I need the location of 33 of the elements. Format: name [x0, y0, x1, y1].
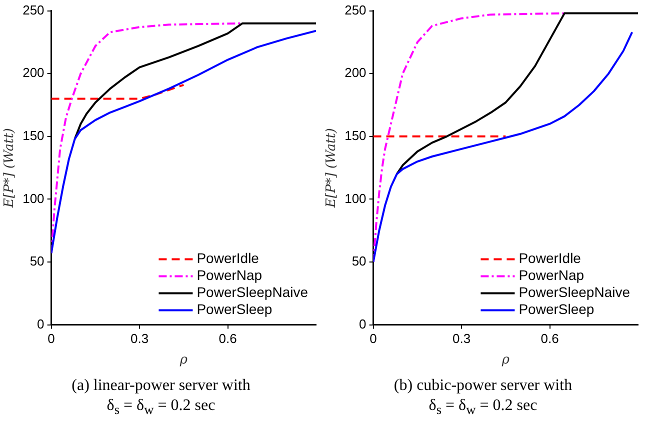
legend-label: PowerNap: [518, 267, 584, 284]
y-tick-label: 250: [344, 2, 366, 18]
y-tick-label: 50: [30, 254, 44, 269]
text: (b) cubic-power server with δ$_{s}$ = δ$_{w}$ = 0.2 sec: [392, 376, 574, 420]
x-tick-label: 0.6: [218, 331, 237, 346]
text: (a) linear-power server with δ$_{s}$ = δ$_{w}$ = 0.2 sec: [70, 376, 252, 420]
legend-label: PowerNap: [196, 267, 262, 284]
y-axis-title: E[P*] (Watt): [2, 128, 18, 209]
x-axis-title: ρ: [500, 352, 510, 368]
y-tick-label: 50: [352, 254, 366, 269]
x-tick-label: 0.3: [130, 331, 149, 346]
x-tick-label: 0.3: [452, 331, 471, 346]
y-tick-label: 150: [344, 128, 366, 143]
legend-label: PowerSleep: [518, 301, 594, 318]
line-series: [51, 84, 185, 100]
legend-label: PowerSleepNaive: [196, 284, 308, 300]
legend-label: PowerSleep: [196, 301, 272, 318]
y-tick-label: 150: [22, 128, 44, 143]
y-tick-label: 200: [344, 65, 366, 80]
x-tick-label: 0.6: [540, 331, 559, 346]
y-tick-label: 250: [22, 2, 44, 18]
x-axis-title: ρ: [178, 352, 188, 368]
y-tick-label: 100: [344, 190, 366, 206]
y-axis-title: E[P*] (Watt): [324, 128, 340, 209]
y-tick-label: 0: [37, 316, 44, 332]
x-tick-label: 0: [48, 331, 55, 346]
legend-label: PowerIdle: [196, 250, 260, 266]
legend-label: PowerSleepNaive: [518, 284, 630, 300]
y-tick-label: 0: [359, 316, 366, 332]
y-tick-label: 100: [22, 190, 44, 206]
x-tick-label: 0: [370, 331, 377, 346]
y-tick-label: 200: [22, 65, 44, 80]
legend-label: PowerIdle: [518, 250, 582, 266]
